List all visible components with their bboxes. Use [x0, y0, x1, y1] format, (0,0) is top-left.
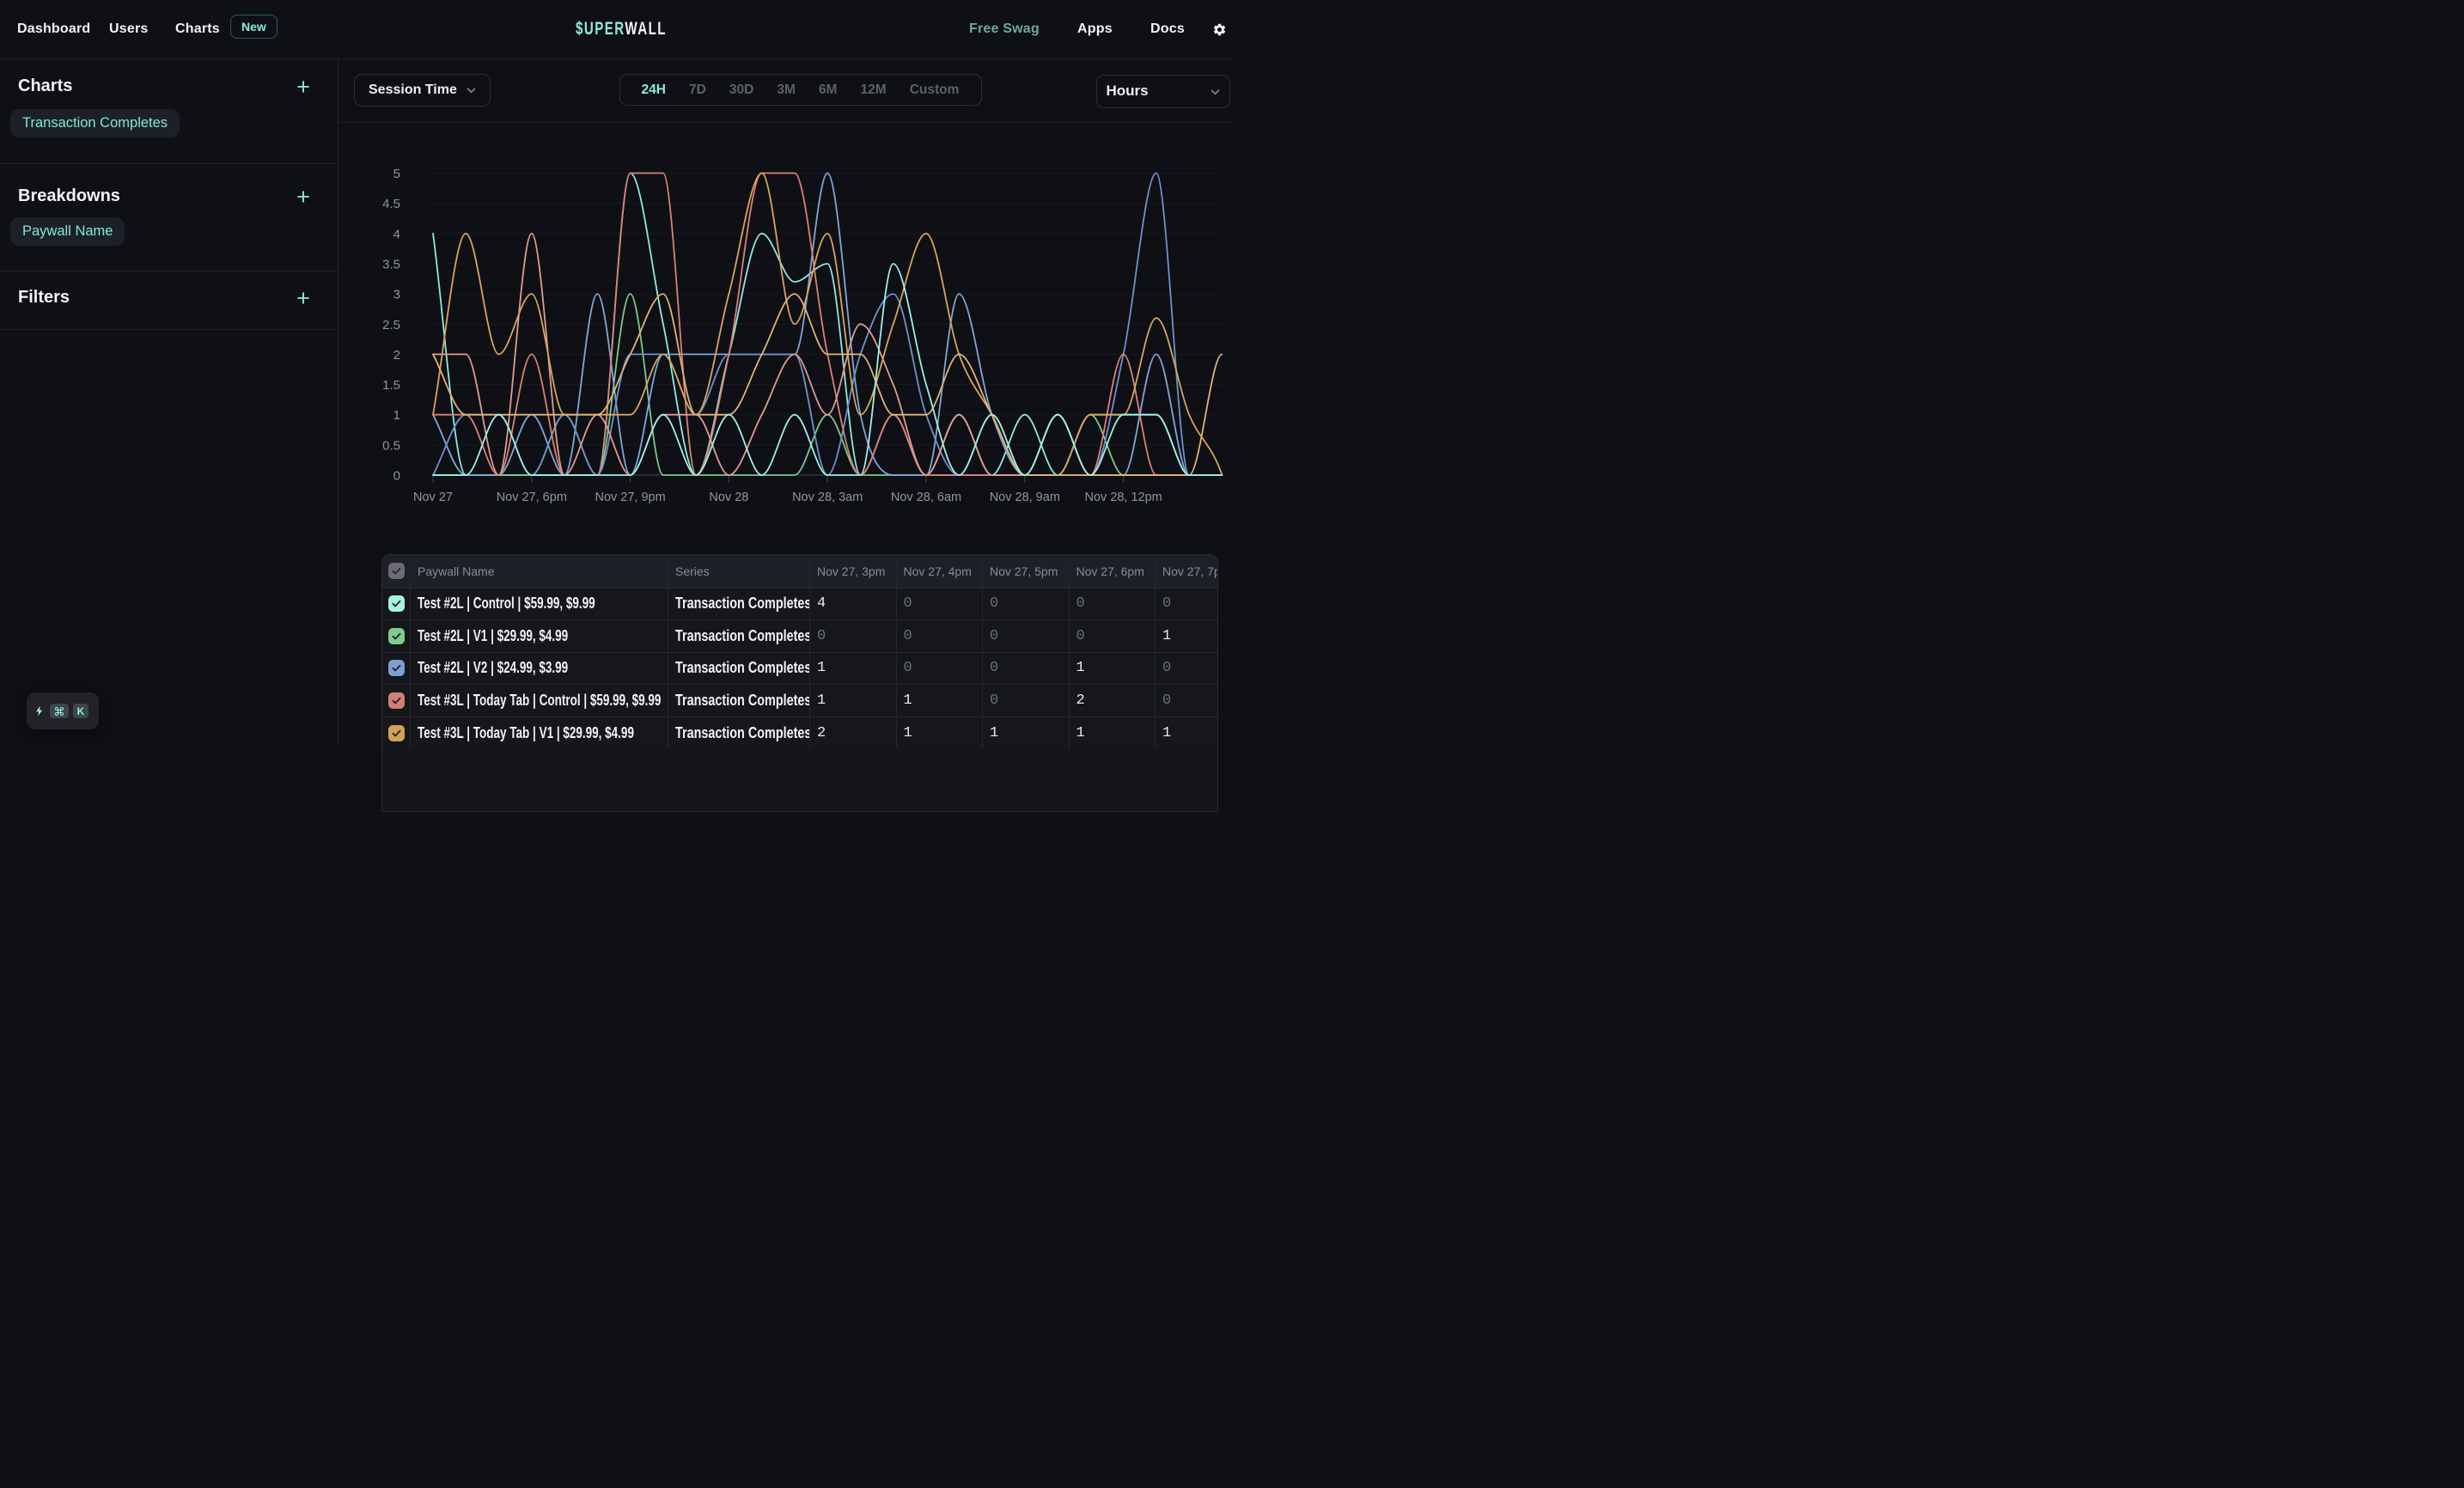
svg-text:1: 1 [393, 408, 400, 423]
svg-text:Nov 27, 6pm: Nov 27, 6pm [497, 491, 567, 504]
svg-text:3.5: 3.5 [382, 258, 400, 272]
svg-text:5: 5 [393, 167, 400, 181]
svg-text:4.5: 4.5 [382, 197, 400, 211]
svg-text:Nov 28, 6am: Nov 28, 6am [891, 491, 961, 504]
svg-text:Nov 28: Nov 28 [709, 491, 748, 504]
svg-text:0.5: 0.5 [382, 438, 400, 453]
svg-text:3: 3 [393, 288, 400, 302]
svg-text:0: 0 [393, 469, 400, 484]
svg-text:2.5: 2.5 [382, 318, 400, 332]
svg-text:Nov 28, 12pm: Nov 28, 12pm [1084, 491, 1162, 504]
svg-text:Nov 28, 9am: Nov 28, 9am [990, 491, 1060, 504]
svg-text:Nov 27, 9pm: Nov 27, 9pm [595, 491, 665, 504]
svg-text:1.5: 1.5 [382, 378, 400, 393]
svg-text:4: 4 [393, 227, 400, 241]
svg-text:Nov 28, 3am: Nov 28, 3am [792, 491, 863, 504]
svg-text:2: 2 [393, 348, 400, 363]
svg-text:Nov 27: Nov 27 [413, 491, 453, 504]
